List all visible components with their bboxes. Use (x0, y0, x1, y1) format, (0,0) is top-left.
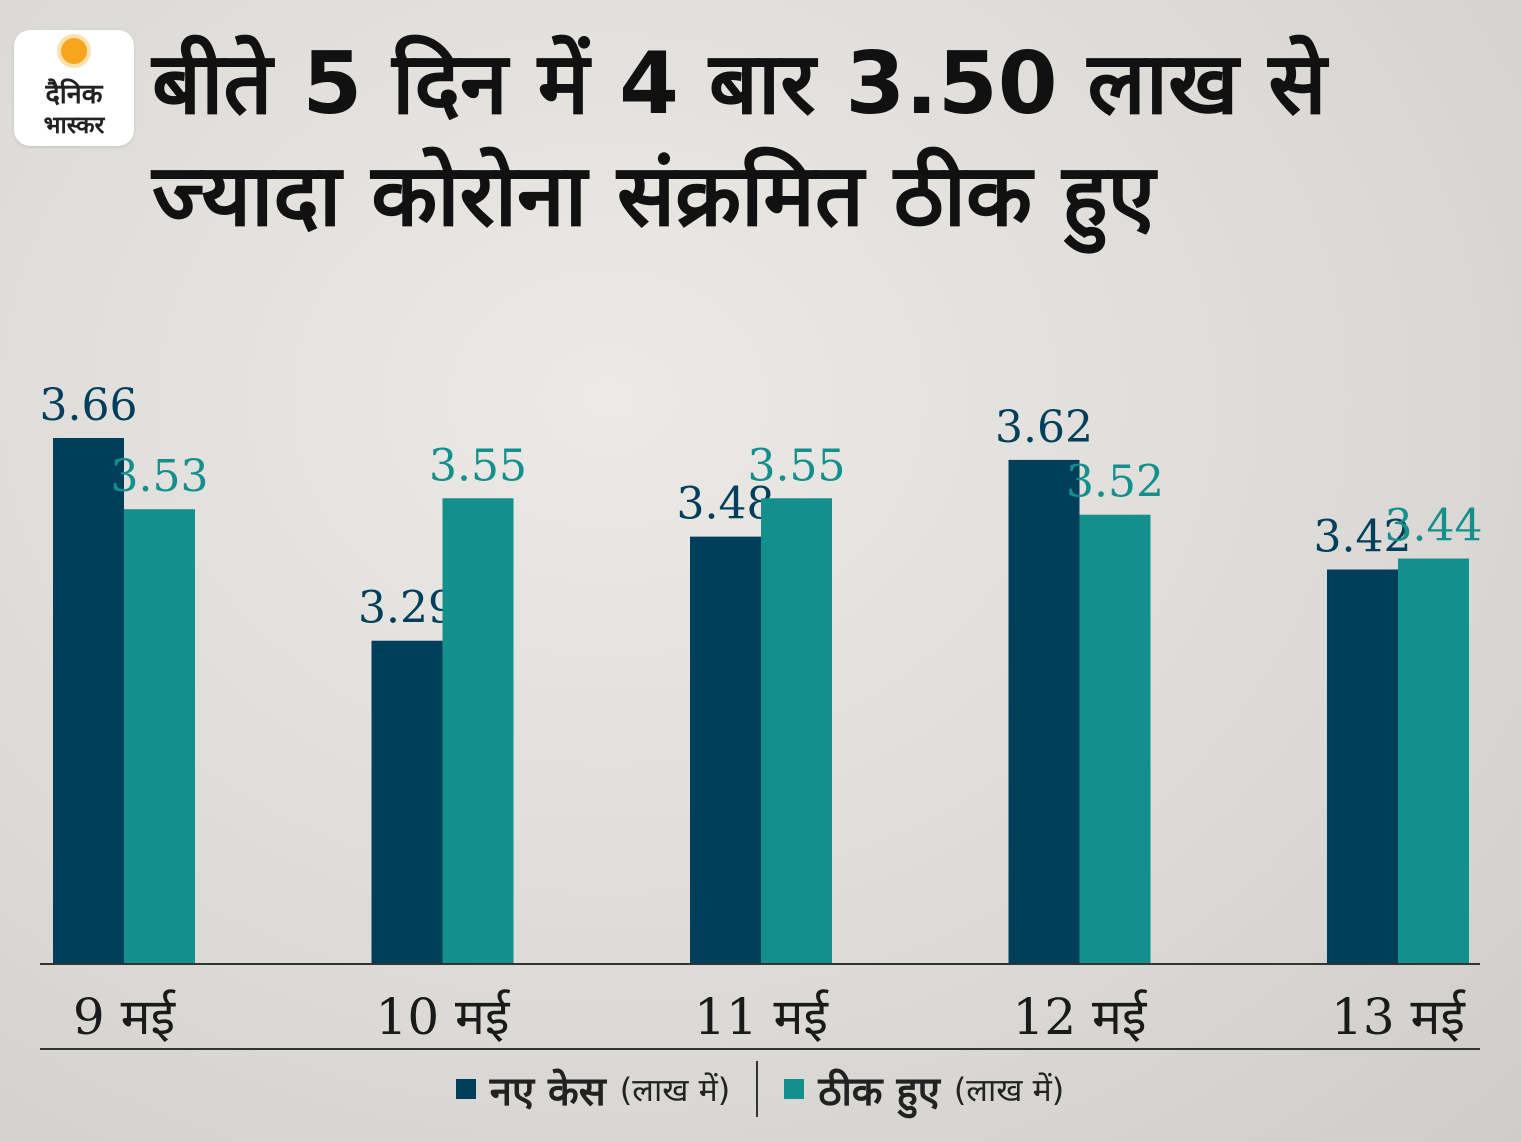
bar-recovered-0 (124, 509, 195, 964)
x-tick-label-4: 13 मई (1331, 988, 1466, 1046)
data-label-new-cases-1: 3.29 (358, 583, 456, 634)
bar-recovered-4 (1398, 558, 1469, 964)
data-label-new-cases-2: 3.48 (677, 479, 775, 530)
legend-unit-new-cases: (लाख में) (619, 1070, 731, 1109)
x-tick-label-0: 9 मई (73, 988, 177, 1046)
bar-recovered-1 (442, 498, 514, 964)
dainik-bhaskar-logo: दैनिक भास्कर (14, 30, 134, 146)
data-label-new-cases-0: 3.66 (40, 380, 138, 431)
data-label-new-cases-4: 3.42 (1314, 512, 1412, 563)
legend-unit-recovered: (लाख में) (953, 1070, 1065, 1109)
legend-swatch-new-cases (455, 1079, 476, 1099)
x-tick-label-2: 11 मई (694, 988, 829, 1046)
x-tick-label-1: 10 मई (376, 988, 511, 1046)
bar-new-cases-1 (371, 640, 443, 964)
legend-label-recovered: ठीक हुए (818, 1068, 940, 1115)
logo-line-1: दैनिक (45, 79, 103, 110)
data-label-new-cases-3: 3.62 (995, 402, 1093, 453)
bar-recovered-2 (761, 498, 832, 964)
bar-new-cases-2 (690, 536, 761, 964)
legend-label-new-cases: नए केस (489, 1068, 606, 1115)
chart-legend: नए केस (लाख में) ठीक हुए (लाख में) (40, 1052, 1480, 1126)
x-tick-label-3: 12 मई (1013, 988, 1148, 1046)
legend-divider (756, 1061, 759, 1117)
legend-item-new-cases: नए केस (लाख में) (455, 1062, 731, 1117)
data-label-recovered-4: 3.44 (1385, 501, 1483, 552)
sun-icon (61, 38, 87, 64)
bar-recovered-3 (1079, 514, 1151, 964)
data-label-recovered-1: 3.55 (429, 440, 527, 491)
data-label-recovered-2: 3.55 (748, 440, 846, 491)
bar-new-cases-3 (1008, 459, 1080, 964)
bar-new-cases-0 (53, 438, 124, 964)
logo-line-2: भास्कर (43, 111, 105, 139)
data-label-recovered-3: 3.52 (1066, 457, 1164, 508)
bar-new-cases-4 (1327, 569, 1398, 964)
legend-swatch-recovered (784, 1079, 805, 1099)
legend-item-recovered: ठीक हुए (लाख में) (784, 1062, 1064, 1117)
data-label-recovered-0: 3.53 (111, 451, 209, 502)
chart-title: बीते 5 दिन में 4 बार 3.50 लाख से ज्यादा … (152, 34, 1327, 246)
